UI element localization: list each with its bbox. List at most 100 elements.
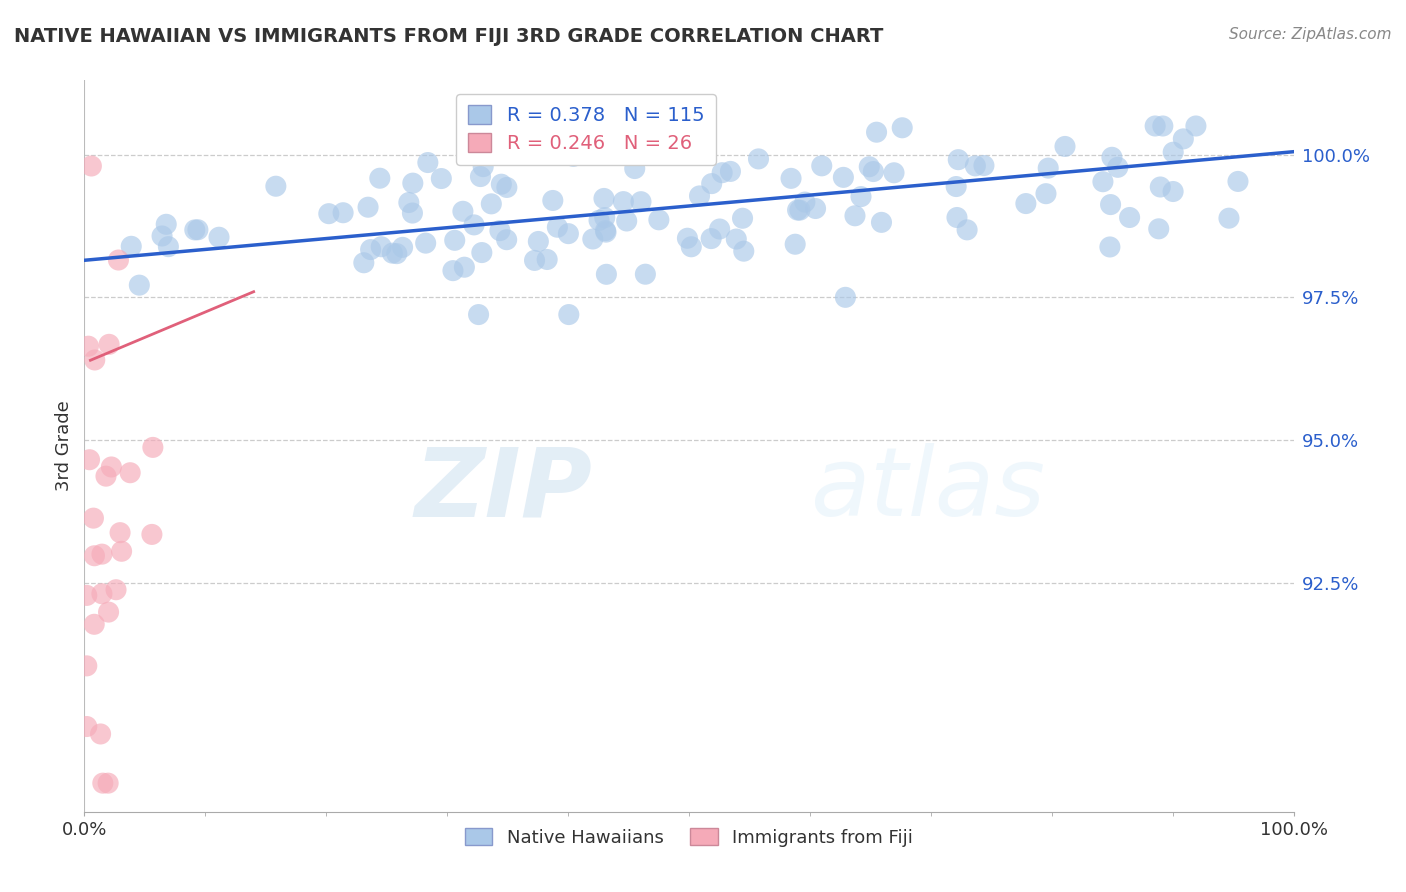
Point bbox=[810, 159, 832, 173]
Point bbox=[107, 252, 129, 267]
Point bbox=[141, 527, 163, 541]
Point bbox=[472, 160, 495, 174]
Point bbox=[870, 215, 893, 229]
Point bbox=[76, 719, 98, 733]
Point bbox=[1099, 197, 1122, 211]
Point bbox=[120, 239, 142, 253]
Point bbox=[709, 222, 731, 236]
Point bbox=[491, 178, 513, 192]
Y-axis label: 3rd Grade: 3rd Grade bbox=[55, 401, 73, 491]
Point bbox=[523, 253, 546, 268]
Point bbox=[595, 224, 617, 238]
Point bbox=[381, 246, 404, 260]
Point bbox=[527, 235, 550, 249]
Point bbox=[76, 588, 98, 602]
Point bbox=[681, 240, 703, 254]
Point bbox=[700, 177, 723, 191]
Point bbox=[360, 243, 382, 257]
Point bbox=[541, 194, 564, 208]
Point bbox=[612, 194, 634, 209]
Point bbox=[834, 290, 856, 304]
Point bbox=[332, 205, 354, 219]
Point bbox=[83, 617, 105, 632]
Point bbox=[1015, 196, 1038, 211]
Point bbox=[780, 171, 803, 186]
Point bbox=[471, 245, 494, 260]
Point bbox=[467, 308, 489, 322]
Point bbox=[844, 209, 866, 223]
Point bbox=[1226, 174, 1249, 188]
Point bbox=[110, 544, 132, 558]
Point bbox=[832, 170, 855, 185]
Point bbox=[793, 195, 815, 210]
Point bbox=[100, 460, 122, 475]
Point bbox=[208, 230, 231, 244]
Point bbox=[720, 164, 742, 178]
Point bbox=[562, 149, 585, 163]
Point bbox=[495, 233, 517, 247]
Point bbox=[883, 166, 905, 180]
Point bbox=[430, 171, 453, 186]
Point bbox=[76, 658, 98, 673]
Point bbox=[398, 195, 420, 210]
Point bbox=[108, 525, 131, 540]
Point bbox=[353, 256, 375, 270]
Text: NATIVE HAWAIIAN VS IMMIGRANTS FROM FIJI 3RD GRADE CORRELATION CHART: NATIVE HAWAIIAN VS IMMIGRANTS FROM FIJI … bbox=[14, 27, 883, 45]
Point bbox=[105, 582, 128, 597]
Point bbox=[82, 511, 104, 525]
Point bbox=[595, 268, 617, 282]
Point bbox=[470, 169, 492, 184]
Point bbox=[441, 263, 464, 277]
Point bbox=[94, 469, 117, 483]
Point bbox=[623, 161, 645, 176]
Point bbox=[1035, 186, 1057, 201]
Point bbox=[90, 547, 112, 561]
Point bbox=[546, 220, 568, 235]
Point bbox=[451, 204, 474, 219]
Point bbox=[965, 159, 987, 173]
Point bbox=[1185, 119, 1208, 133]
Point bbox=[747, 152, 769, 166]
Point bbox=[956, 223, 979, 237]
Point bbox=[155, 217, 177, 231]
Point bbox=[1152, 119, 1174, 133]
Point bbox=[676, 231, 699, 245]
Point bbox=[90, 587, 112, 601]
Point bbox=[1098, 240, 1121, 254]
Point bbox=[91, 776, 114, 790]
Point bbox=[142, 441, 165, 455]
Point bbox=[1161, 185, 1184, 199]
Point bbox=[79, 452, 101, 467]
Point bbox=[582, 232, 605, 246]
Point bbox=[1101, 150, 1123, 164]
Point bbox=[370, 240, 392, 254]
Point bbox=[98, 337, 121, 351]
Point bbox=[463, 218, 485, 232]
Legend: Native Hawaiians, Immigrants from Fiji: Native Hawaiians, Immigrants from Fiji bbox=[458, 821, 920, 854]
Point bbox=[789, 203, 811, 218]
Point bbox=[368, 171, 391, 186]
Point bbox=[558, 308, 581, 322]
Point bbox=[891, 120, 914, 135]
Point bbox=[946, 211, 969, 225]
Point bbox=[804, 202, 827, 216]
Point bbox=[1149, 180, 1171, 194]
Point bbox=[557, 227, 579, 241]
Point bbox=[945, 179, 967, 194]
Point bbox=[402, 176, 425, 190]
Point bbox=[120, 466, 142, 480]
Point bbox=[689, 189, 711, 203]
Point bbox=[731, 211, 754, 226]
Point bbox=[357, 200, 380, 214]
Point bbox=[630, 194, 652, 209]
Point bbox=[184, 223, 207, 237]
Point bbox=[318, 207, 340, 221]
Point bbox=[264, 179, 287, 194]
Point bbox=[150, 229, 173, 244]
Point bbox=[1161, 145, 1184, 160]
Point bbox=[443, 233, 465, 247]
Point bbox=[453, 260, 475, 275]
Point bbox=[83, 353, 105, 368]
Point bbox=[1218, 211, 1240, 226]
Point bbox=[80, 159, 103, 173]
